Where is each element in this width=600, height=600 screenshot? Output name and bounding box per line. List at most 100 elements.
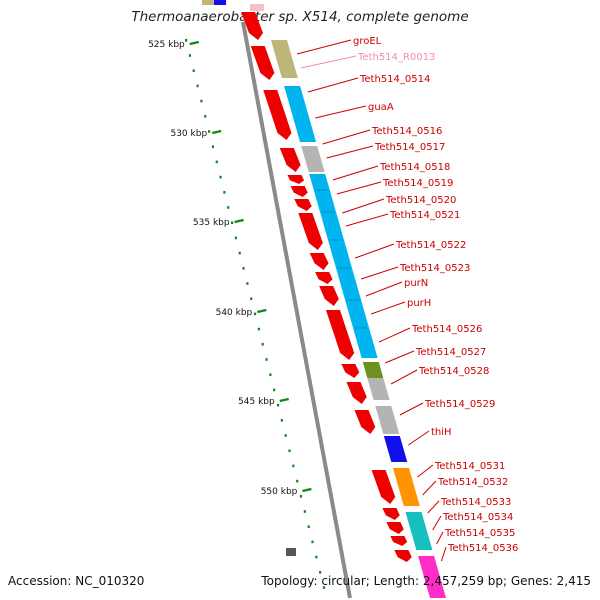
ruler-ticks: 525 kbp 530 kbp 535 kbp 540 kbp 545 kbp 550 k… [148, 39, 326, 589]
ruler-minor-tick [223, 191, 226, 194]
cds-arrow [341, 364, 360, 378]
cog-segment [383, 436, 408, 462]
gene-label[interactable]: Teth514_0520 [385, 195, 456, 206]
cds-arrow [346, 382, 367, 404]
ruler-label: 550 kbp [261, 487, 298, 497]
cds-arrow [371, 470, 396, 504]
label-leader-line [436, 531, 444, 545]
cds-arrow [309, 253, 329, 270]
label-leader-line [378, 327, 411, 343]
gene-label[interactable]: Teth514_0514 [359, 74, 430, 85]
ruler-minor-tick [257, 327, 260, 331]
ruler-minor-tick [303, 510, 306, 513]
label-leader-line [384, 350, 415, 364]
rna-block [250, 4, 264, 11]
cog-segment [367, 378, 390, 400]
ruler-label: 535 kbp [193, 218, 230, 228]
gene-label[interactable]: Teth514_0534 [442, 512, 513, 523]
cds-track [241, 12, 412, 562]
ruler-minor-tick [234, 236, 237, 240]
label-leader-line [300, 55, 357, 69]
gene-label[interactable]: groEL [353, 36, 382, 47]
cog-segment [284, 86, 317, 142]
ruler-minor-tick [227, 206, 230, 209]
ruler-major-tick [234, 218, 244, 224]
ruler-minor-tick [207, 130, 211, 133]
cog-track [202, 0, 447, 598]
ruler-minor-tick [311, 540, 314, 544]
ruler-major-tick [302, 487, 312, 493]
cds-arrow [287, 175, 305, 184]
ruler-minor-tick [188, 54, 192, 57]
cog-block [214, 0, 226, 5]
gene-label[interactable]: Teth514_0526 [411, 324, 482, 335]
ruler-minor-tick [280, 419, 283, 422]
gene-label[interactable]: Teth514_0517 [374, 142, 445, 153]
ruler-minor-tick [230, 221, 234, 224]
gene-label[interactable]: Teth514_0529 [424, 399, 495, 410]
ruler-minor-tick [246, 282, 249, 285]
gene-label[interactable]: Teth514_0518 [379, 162, 450, 173]
gene-labels: groEL Teth514_R0013 Teth514_0514 guaA Teth51… [296, 36, 518, 562]
cds-arrow [382, 508, 400, 520]
gene-label[interactable]: Teth514_0523 [399, 263, 470, 274]
label-leader-line [332, 165, 379, 181]
ruler-minor-tick [204, 115, 207, 118]
label-leader-line [307, 77, 359, 93]
cds-arrow [315, 272, 333, 284]
label-leader-line [441, 546, 447, 562]
gene-label[interactable]: purN [404, 278, 428, 289]
gene-label[interactable]: Teth514_0535 [444, 528, 515, 539]
gene-label[interactable]: Teth514_0516 [371, 126, 442, 137]
ruler-minor-tick [273, 388, 276, 392]
gene-label[interactable]: Teth514_0528 [418, 366, 489, 377]
gene-label[interactable]: thiH [431, 427, 452, 438]
ruler-label: 540 kbp [216, 308, 253, 318]
cog-segment [301, 146, 325, 172]
ruler-label: 545 kbp [238, 397, 275, 407]
ruler-label: 530 kbp [170, 129, 207, 139]
label-leader-line [326, 145, 374, 159]
ruler-minor-tick [296, 479, 299, 483]
label-leader-line [360, 266, 399, 280]
gene-label[interactable]: Teth514_0531 [434, 461, 505, 472]
gene-label[interactable]: Teth514_0521 [389, 210, 460, 221]
gene-label[interactable]: guaA [368, 102, 394, 113]
ruler-minor-tick [238, 251, 241, 255]
gene-label[interactable]: Teth514_0536 [447, 543, 518, 554]
cog-segment [405, 512, 433, 550]
label-leader-line [417, 464, 434, 478]
label-leader-line [370, 301, 406, 315]
ruler-minor-tick [211, 145, 215, 148]
cds-arrow [298, 213, 323, 250]
gene-label[interactable]: Teth514_0527 [415, 347, 486, 358]
ruler-minor-tick [269, 373, 272, 376]
label-leader-line [422, 480, 437, 496]
label-leader-line [315, 105, 367, 119]
cog-segment [309, 174, 378, 358]
cds-arrow [290, 186, 308, 197]
label-leader-line [390, 369, 418, 385]
gene-label[interactable]: Teth514_0532 [437, 477, 508, 488]
label-leader-line [342, 198, 385, 214]
gene-label[interactable]: Teth514_0519 [382, 178, 453, 189]
ruler-minor-tick [219, 175, 222, 179]
gene-label[interactable]: Teth514_R0013 [357, 52, 435, 63]
backbone-line [241, 21, 352, 599]
ruler-minor-tick [322, 586, 326, 589]
cds-arrow [279, 148, 301, 172]
cog-block [202, 0, 214, 5]
gene-label[interactable]: Teth514_0533 [440, 497, 511, 508]
ruler-minor-tick [307, 525, 310, 528]
topology-text: Topology: circular; Length: 2,457,259 bp… [261, 574, 591, 588]
label-leader-line [322, 129, 371, 145]
cog-segment [375, 406, 400, 434]
label-leader-line [399, 402, 424, 416]
gene-label[interactable]: purH [407, 298, 431, 309]
gene-label[interactable]: Teth514_0522 [395, 240, 466, 251]
cog-segment [271, 40, 298, 78]
cds-arrow [263, 90, 292, 140]
label-leader-line [427, 500, 440, 514]
label-leader-line [365, 281, 403, 297]
